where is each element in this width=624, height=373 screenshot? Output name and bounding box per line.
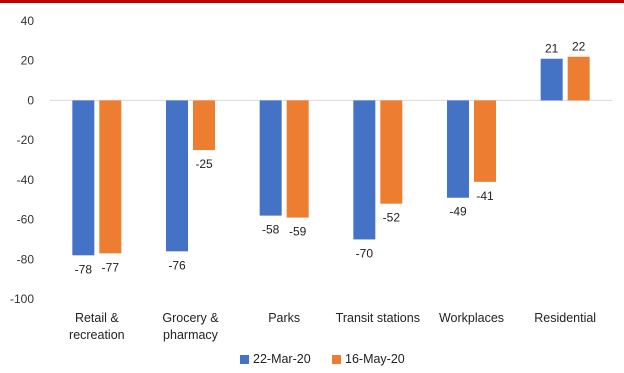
data-label: 22 (572, 40, 586, 54)
y-tick-label: -20 (17, 133, 35, 147)
category-labels-group: Retail & recreation Grocery & pharmacy Parks… (69, 311, 596, 342)
y-tick-label: -80 (17, 252, 35, 266)
data-labels-group: -78 -77 -76 -25 -58 -59 -70 -52 -49 -41 21 22 (75, 40, 586, 277)
bar (540, 58, 563, 101)
data-label: -49 (449, 205, 467, 219)
y-tick-label: -40 (17, 173, 35, 187)
data-label: -58 (262, 223, 280, 237)
data-label: -77 (102, 260, 120, 274)
bar (380, 100, 403, 204)
bar (567, 56, 590, 101)
y-tick-label: 0 (27, 93, 34, 107)
legend-swatch (240, 355, 249, 364)
y-tick-label: -100 (10, 292, 34, 306)
category-label: Grocery & (162, 311, 219, 325)
bar (99, 100, 122, 254)
bar (259, 100, 282, 216)
y-tick-label: 40 (21, 14, 35, 28)
category-label: Workplaces (439, 311, 504, 325)
data-label: 21 (545, 42, 559, 56)
category-label: Parks (268, 311, 300, 325)
legend-label: 22-Mar-20 (253, 352, 311, 366)
bar (474, 100, 496, 182)
data-label: -70 (356, 246, 374, 260)
category-label: Retail & (75, 311, 119, 325)
legend-swatch (332, 355, 341, 364)
category-label: recreation (69, 328, 125, 342)
data-label: -25 (195, 157, 213, 171)
bar (447, 100, 469, 198)
y-tick-label: 20 (21, 54, 35, 68)
bar (193, 100, 215, 151)
category-label: Transit stations (336, 311, 420, 325)
bar (72, 100, 95, 256)
data-label: -41 (476, 189, 494, 203)
legend-label: 16-May-20 (345, 352, 405, 366)
y-tick-label: -60 (17, 213, 35, 227)
bar (286, 100, 309, 218)
data-label: -78 (75, 262, 93, 276)
category-label: pharmacy (163, 328, 219, 342)
top-accent-line (0, 0, 624, 3)
y-axis-ticks: 40 20 0 -20 -40 -60 -80 -100 (10, 14, 34, 306)
data-label: -76 (168, 258, 186, 272)
data-label: -59 (289, 225, 307, 239)
bar (166, 100, 188, 252)
data-label: -52 (383, 211, 401, 225)
legend: 22-Mar-20 16-May-20 (240, 352, 405, 366)
bars-group (72, 56, 590, 256)
bar (353, 100, 376, 240)
category-label: Residential (534, 311, 596, 325)
